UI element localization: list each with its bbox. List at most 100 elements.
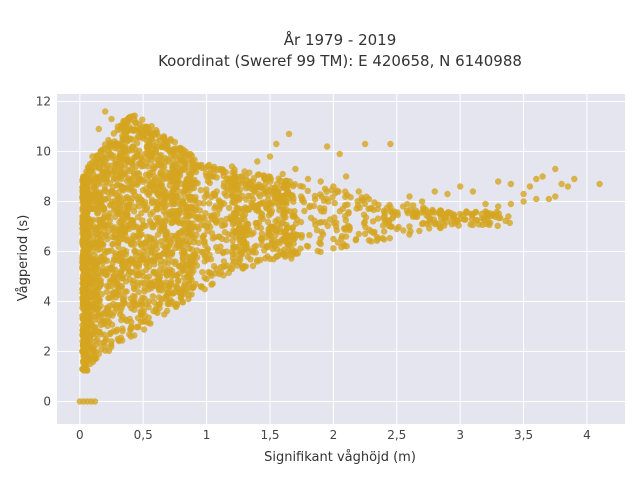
data-point	[115, 171, 122, 179]
data-point	[288, 255, 295, 262]
data-point	[89, 239, 96, 247]
data-point	[108, 115, 115, 123]
data-point	[262, 176, 269, 183]
data-point	[223, 262, 230, 269]
data-point	[84, 175, 91, 183]
data-point	[143, 300, 151, 308]
data-point	[355, 230, 362, 238]
data-point	[125, 195, 132, 203]
data-point	[158, 203, 165, 211]
data-point	[152, 308, 160, 315]
data-point	[394, 209, 401, 216]
data-point	[89, 302, 96, 309]
data-point	[86, 360, 94, 368]
data-point	[266, 255, 274, 263]
data-point	[108, 338, 115, 345]
data-point	[95, 305, 102, 312]
data-point	[135, 249, 142, 256]
data-point	[341, 242, 348, 249]
data-point	[121, 229, 129, 236]
data-point	[284, 241, 292, 248]
data-point	[204, 163, 211, 170]
data-point	[244, 231, 251, 239]
data-point	[101, 188, 108, 195]
data-point	[115, 243, 122, 251]
data-point	[344, 201, 351, 208]
data-point	[180, 220, 187, 227]
data-point	[407, 228, 414, 235]
data-point	[266, 187, 273, 195]
data-point	[526, 183, 534, 190]
data-point	[96, 245, 103, 253]
data-point	[177, 145, 184, 152]
data-point	[143, 204, 151, 211]
data-point	[242, 173, 249, 180]
data-point	[150, 298, 158, 305]
data-point	[135, 289, 142, 296]
data-point	[106, 302, 113, 310]
data-point	[98, 290, 106, 298]
data-point	[193, 247, 201, 254]
data-point	[495, 178, 502, 185]
data-point	[552, 165, 559, 173]
data-point	[307, 214, 315, 221]
y-tick-label: 6	[43, 245, 51, 259]
data-point	[138, 210, 145, 217]
data-point	[114, 123, 122, 130]
data-point	[82, 280, 89, 287]
data-point	[507, 180, 515, 188]
data-point	[137, 308, 144, 315]
data-point	[139, 256, 147, 263]
data-point	[152, 148, 160, 155]
data-point	[342, 233, 350, 240]
data-point	[84, 229, 92, 236]
data-point	[188, 291, 195, 298]
data-point	[469, 188, 477, 195]
data-point	[118, 282, 126, 290]
data-point	[243, 185, 250, 192]
data-point	[147, 150, 154, 157]
data-point	[103, 288, 111, 295]
data-point	[117, 249, 124, 257]
data-point	[93, 226, 101, 233]
data-point	[80, 243, 87, 250]
data-point	[83, 309, 91, 316]
data-point	[262, 255, 269, 262]
data-point	[275, 175, 282, 182]
data-point	[159, 164, 166, 171]
data-point	[130, 292, 137, 300]
data-point	[481, 214, 489, 222]
data-point	[165, 300, 172, 308]
data-point	[216, 165, 223, 173]
data-point	[457, 183, 464, 190]
data-point	[84, 295, 91, 303]
data-point	[258, 241, 265, 248]
data-point	[83, 332, 90, 339]
x-tick-label: 3	[456, 428, 464, 442]
data-point	[211, 191, 219, 198]
data-point	[218, 222, 226, 229]
data-point	[107, 329, 115, 337]
data-point	[190, 163, 198, 170]
data-point	[254, 158, 261, 165]
data-point	[266, 209, 274, 216]
data-point	[276, 240, 283, 247]
data-point	[139, 116, 146, 123]
data-points	[76, 108, 603, 405]
data-point	[131, 332, 138, 339]
data-point	[110, 273, 117, 280]
data-point	[247, 256, 254, 263]
data-point	[425, 213, 432, 220]
data-point	[123, 237, 130, 244]
data-point	[317, 191, 324, 198]
data-point	[193, 231, 200, 238]
data-point	[380, 228, 388, 235]
data-point	[495, 214, 502, 222]
data-point	[220, 172, 227, 180]
data-point	[179, 254, 187, 261]
data-point	[264, 218, 272, 226]
data-point	[96, 328, 103, 335]
data-point	[330, 235, 337, 243]
data-point	[164, 238, 172, 245]
